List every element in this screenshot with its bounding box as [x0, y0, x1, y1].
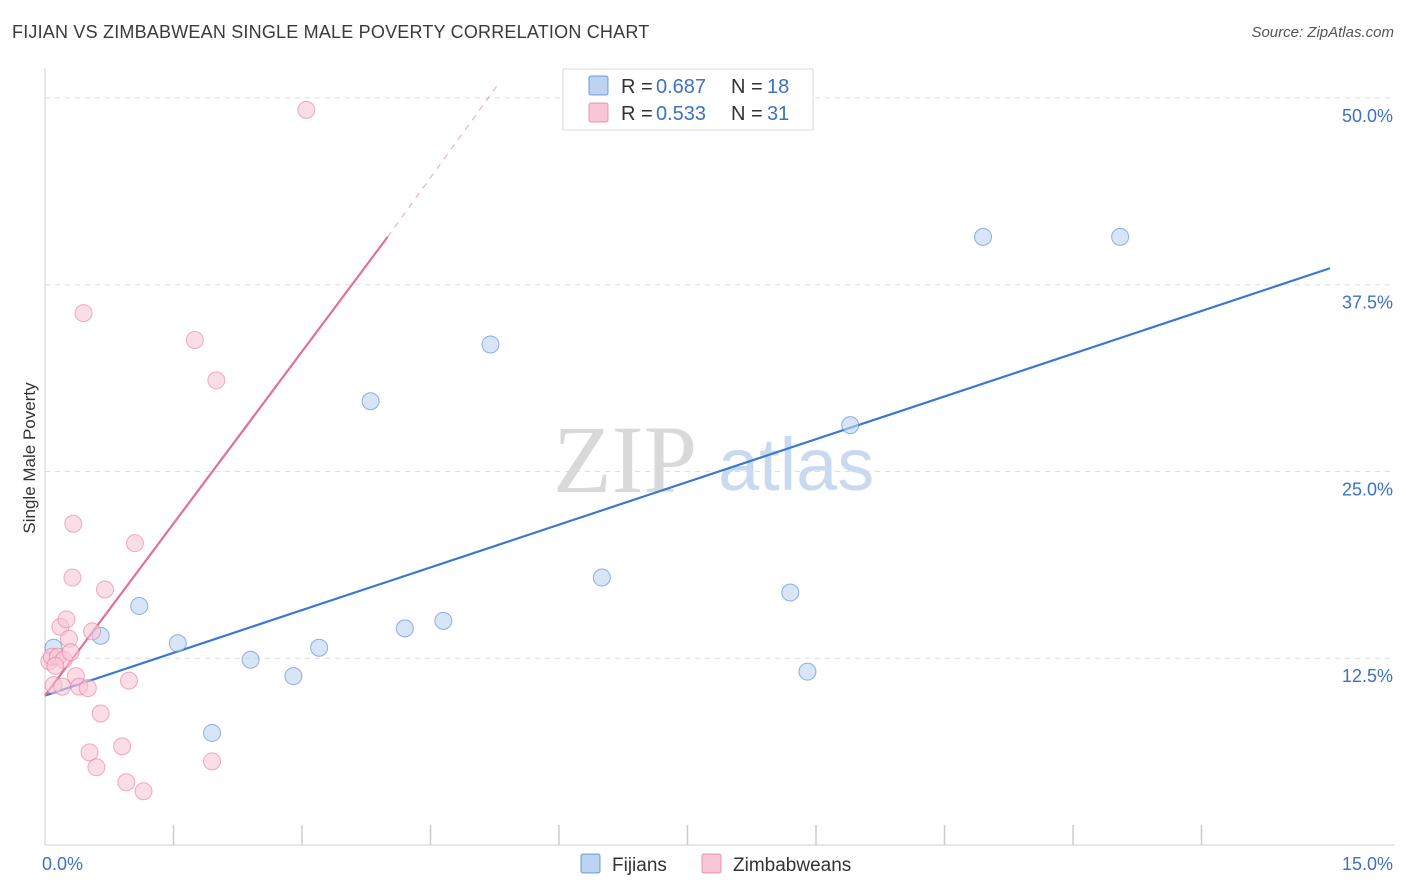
- data-point-zimbabweans: [185, 330, 204, 349]
- data-point-fijians: [310, 638, 329, 657]
- data-point-zimbabweans: [113, 737, 132, 756]
- data-point-fijians: [974, 227, 993, 246]
- data-point-zimbabweans: [61, 643, 80, 662]
- legend-r-value-fijians: 0.687: [656, 76, 706, 98]
- legend-swatch-zimbabweans: [588, 102, 609, 123]
- data-point-fijians: [203, 723, 222, 742]
- y-tick-label: 25.0%: [1342, 479, 1393, 499]
- bottom-legend-swatch-zimbabweans: [701, 853, 722, 874]
- x-tick-label: 15.0%: [1342, 854, 1393, 874]
- data-point-zimbabweans: [119, 671, 138, 690]
- trend-line-extension-zimbabweans: [387, 82, 500, 238]
- data-point-fijians: [798, 662, 817, 681]
- data-point-zimbabweans: [78, 679, 97, 698]
- data-point-zimbabweans: [87, 758, 106, 777]
- legend-n-value-fijians: 18: [767, 76, 789, 98]
- data-point-zimbabweans: [117, 773, 136, 792]
- data-point-zimbabweans: [64, 514, 83, 533]
- data-point-zimbabweans: [91, 704, 110, 723]
- data-point-fijians: [130, 596, 149, 615]
- legend-swatch-fijians: [588, 75, 609, 96]
- data-point-zimbabweans: [203, 752, 222, 771]
- data-point-fijians: [841, 416, 860, 435]
- trend-lines: [44, 82, 1331, 697]
- data-point-zimbabweans: [57, 610, 76, 629]
- bottom-legend-label-zimbabweans: Zimbabweans: [733, 855, 851, 876]
- data-point-fijians: [781, 583, 800, 602]
- data-point-fijians: [168, 634, 187, 653]
- data-point-fijians: [241, 650, 260, 669]
- watermark-atlas: atlas: [718, 423, 874, 506]
- data-point-zimbabweans: [80, 743, 99, 762]
- chart-title: FIJIAN VS ZIMBABWEAN SINGLE MALE POVERTY…: [12, 22, 650, 42]
- bottom-legend-swatch-fijians: [580, 853, 601, 874]
- data-point-zimbabweans: [95, 580, 114, 599]
- data-point-zimbabweans: [83, 622, 102, 641]
- correlation-legend: R = 0.687 N = 18 R = 0.533 N = 31: [562, 68, 814, 131]
- bottom-legend-label-fijians: Fijians: [612, 855, 667, 876]
- data-point-zimbabweans: [63, 568, 82, 587]
- x-tick-label: 0.0%: [42, 854, 83, 874]
- data-point-fijians: [481, 335, 500, 354]
- y-tick-label: 12.5%: [1342, 666, 1393, 686]
- data-point-zimbabweans: [297, 100, 316, 119]
- legend-n-label-fijians: N =: [731, 76, 763, 98]
- legend-n-label-zimbabweans: N =: [731, 103, 763, 125]
- data-point-fijians: [1111, 227, 1130, 246]
- data-point-zimbabweans: [74, 304, 93, 323]
- legend-n-value-zimbabweans: 31: [767, 103, 789, 125]
- data-point-fijians: [361, 392, 380, 411]
- legend-r-value-zimbabweans: 0.533: [656, 103, 706, 125]
- chart-source: Source: ZipAtlas.com: [1251, 24, 1394, 41]
- trend-line-fijians: [44, 267, 1331, 697]
- data-point-zimbabweans: [134, 782, 153, 801]
- data-point-zimbabweans: [46, 656, 65, 675]
- data-point-fijians: [592, 568, 611, 587]
- data-point-fijians: [434, 611, 453, 630]
- legend-r-label-fijians: R =: [621, 76, 653, 98]
- y-tick-label: 50.0%: [1342, 106, 1393, 126]
- legend-r-label-zimbabweans: R =: [621, 103, 653, 125]
- series-legend: Fijians Zimbabweans: [580, 853, 851, 876]
- watermark: ZIP atlas: [553, 406, 874, 513]
- y-axis-label: Single Male Poverty: [20, 382, 39, 534]
- data-point-zimbabweans: [125, 534, 144, 553]
- data-point-fijians: [395, 619, 414, 638]
- watermark-zip: ZIP: [553, 406, 697, 513]
- trend-line-zimbabweans: [44, 236, 389, 697]
- axes: 12.5% 25.0% 37.5% 50.0% 0.0% 15.0%: [42, 68, 1395, 874]
- grid-lines: [45, 97, 1395, 659]
- data-point-zimbabweans: [207, 371, 226, 390]
- data-points: [40, 100, 1130, 801]
- y-tick-label: 37.5%: [1342, 293, 1393, 313]
- data-point-fijians: [284, 667, 303, 686]
